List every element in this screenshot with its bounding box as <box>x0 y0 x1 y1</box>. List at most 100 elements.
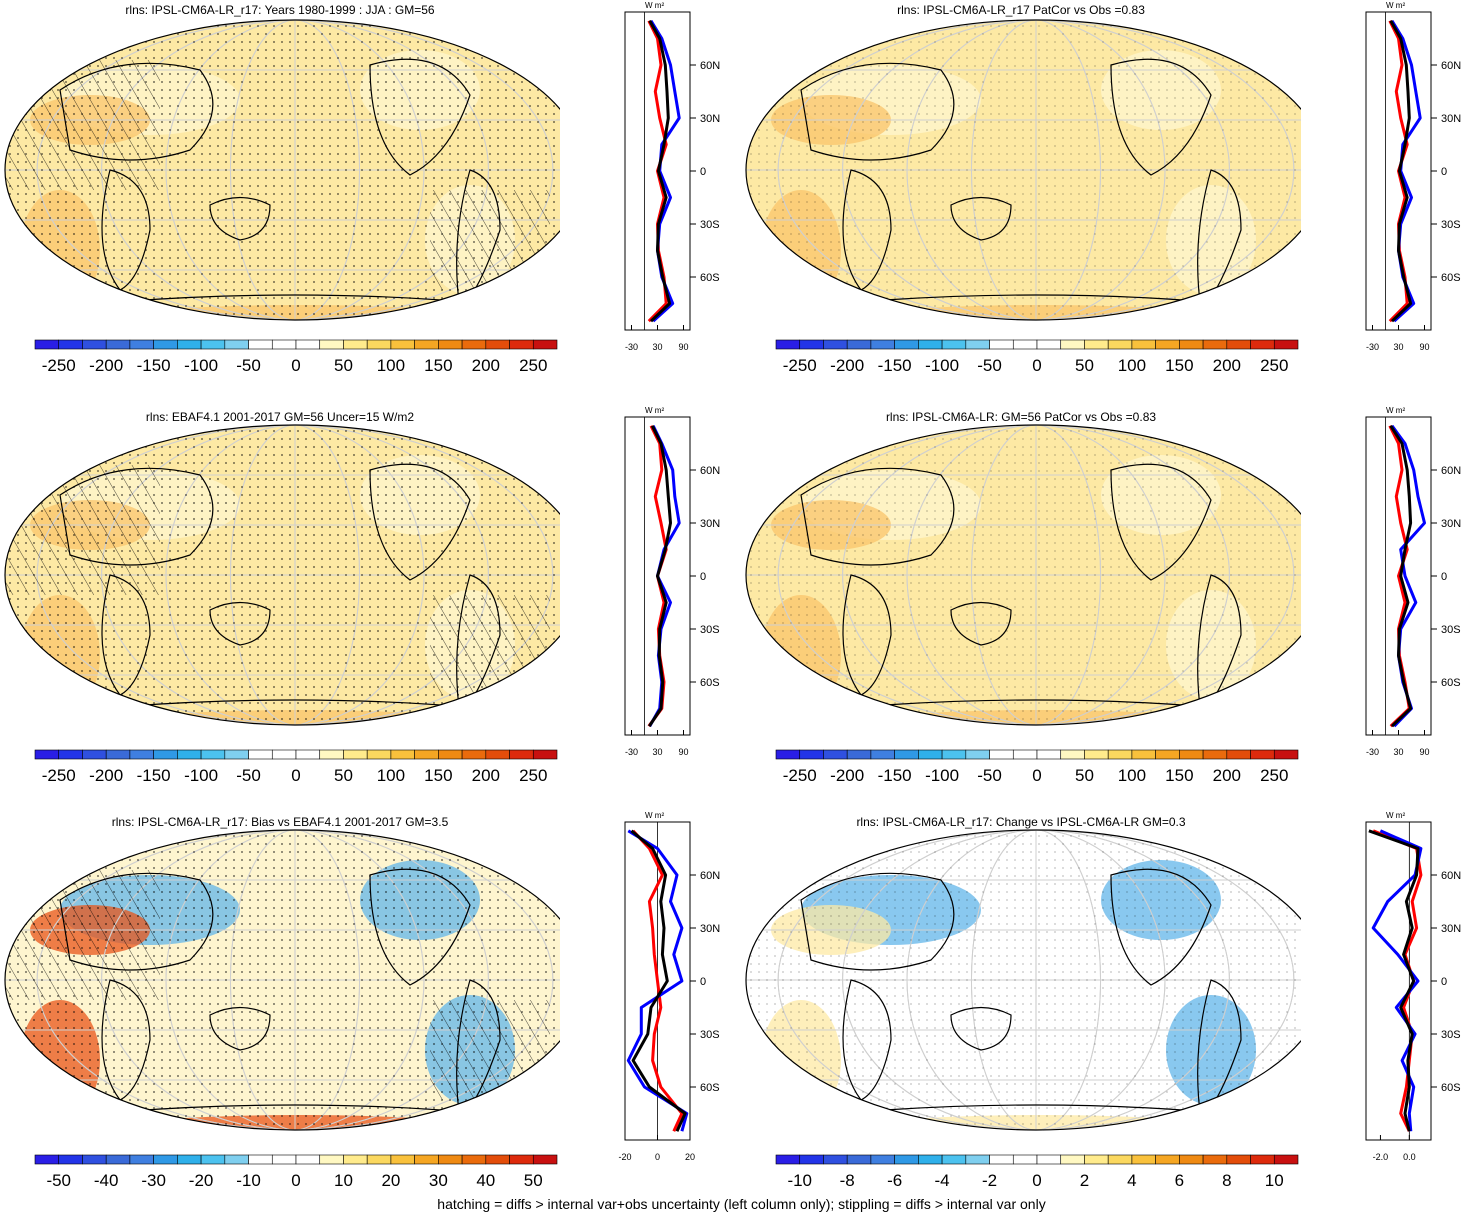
colorbar-label: -2 <box>982 1171 997 1190</box>
colorbar-label: 150 <box>424 766 452 785</box>
colorbar-swatch <box>295 339 321 350</box>
colorbar-swatch <box>1036 749 1062 760</box>
x-tick-label: 20 <box>685 1152 695 1160</box>
colorbar-swatch <box>414 749 439 760</box>
colorbar-label: 150 <box>1165 766 1193 785</box>
colorbar-swatch <box>200 339 226 350</box>
colorbar-label: -6 <box>887 1171 902 1190</box>
colorbar-label: -150 <box>137 766 171 785</box>
colorbar-swatch <box>941 339 967 350</box>
colorbar-label: -30 <box>141 1171 166 1190</box>
panel-model-climatology: rlns: IPSL-CM6A-LR_r17: Years 1980-1999 … <box>0 0 741 405</box>
colorbar-swatch <box>1107 1154 1133 1165</box>
colorbar-label: -50 <box>236 356 261 375</box>
coastline <box>59 872 214 971</box>
colorbar-swatch <box>1202 1154 1228 1165</box>
colorbar-swatch <box>177 1154 202 1165</box>
colorbar-swatch <box>224 749 249 760</box>
lat-tick-label: 30N <box>1441 518 1461 530</box>
colorbar-swatch <box>1273 749 1299 760</box>
colorbar-swatch <box>485 749 510 760</box>
colorbar-swatch <box>1131 1154 1156 1165</box>
colorbar-label: 250 <box>1260 766 1288 785</box>
lat-tick-label: 30S <box>700 1029 720 1041</box>
colorbar-swatch <box>918 1154 943 1165</box>
colorbar-label: -250 <box>783 356 817 375</box>
colorbar-label: 50 <box>334 766 353 785</box>
footer-note: hatching = diffs > internal var+obs unce… <box>437 1196 1046 1212</box>
lat-tick-label: 0 <box>700 976 706 988</box>
colorbar-swatch <box>485 1154 510 1165</box>
zonal-mean-profile: W m² 60N 30N 0 30S 60S -30 30 90 <box>624 1 720 350</box>
colorbar-swatch <box>894 749 919 760</box>
colorbar-swatch <box>1179 1154 1204 1165</box>
lat-tick-label: 30S <box>1441 624 1461 636</box>
colorbar-swatch <box>105 1154 131 1165</box>
colorbar-swatch <box>1012 339 1038 350</box>
colorbar-label: -150 <box>878 356 912 375</box>
colorbar-swatch <box>271 1154 297 1165</box>
colorbar-swatch <box>1060 1154 1085 1165</box>
x-tick-label: 90 <box>1419 342 1429 350</box>
profile-unit: W m² <box>1386 406 1405 415</box>
map-border <box>4 829 560 1131</box>
colorbar-label: 50 <box>334 356 353 375</box>
colorbar-swatch <box>390 339 415 350</box>
colorbar-swatch <box>200 1154 226 1165</box>
colorbar-swatch <box>461 339 487 350</box>
stippling <box>746 830 1301 1130</box>
coastline <box>59 467 214 566</box>
colorbar-label: -100 <box>925 766 959 785</box>
profile-unit: W m² <box>645 406 664 415</box>
colorbar-swatch <box>1131 339 1156 350</box>
colorbar-label: 0 <box>1032 766 1041 785</box>
colorbar-swatch <box>461 749 487 760</box>
colorbar-swatch <box>509 1154 534 1165</box>
coastline <box>101 574 151 696</box>
colorbar-swatch <box>1012 749 1038 760</box>
colorbar-swatch <box>1250 1154 1275 1165</box>
lat-tick-label: 30N <box>700 923 720 935</box>
colorbar-swatch <box>34 339 60 350</box>
colorbar-swatch <box>823 749 848 760</box>
colorbar-swatch <box>224 1154 249 1165</box>
x-tick-label: 90 <box>1419 747 1429 755</box>
colorbar-swatch <box>965 749 990 760</box>
x-tick-label: -20 <box>618 1152 631 1160</box>
lat-tick-label: 30N <box>700 113 720 125</box>
colorbar-swatch <box>941 1154 967 1165</box>
colorbar-label: -10 <box>236 1171 261 1190</box>
colorbar-swatch <box>58 339 83 350</box>
colorbar-swatch <box>509 339 534 350</box>
panel-title: rlns: IPSL-CM6A-LR_r17 PatCor vs Obs =0.… <box>897 3 1145 17</box>
lat-tick-label: 0 <box>1441 166 1447 178</box>
stippling <box>746 20 1301 320</box>
colorbar-swatch <box>1107 749 1133 760</box>
colorbar-swatch <box>153 749 178 760</box>
colorbar-swatch <box>343 339 368 350</box>
colorbar-swatch <box>775 1154 801 1165</box>
colorbar-label: 250 <box>519 766 547 785</box>
coastline <box>369 868 471 986</box>
colorbar-swatch <box>1155 749 1180 760</box>
panel-bias: rlns: IPSL-CM6A-LR_r17: Bias vs EBAF4.1 … <box>0 810 741 1215</box>
colorbar-swatch <box>532 749 558 760</box>
x-tick-label: -30 <box>625 342 638 350</box>
series-line-black <box>1368 829 1420 1132</box>
map-border <box>745 829 1301 1131</box>
x-tick-label: 30 <box>652 342 662 350</box>
series-line-black <box>1389 20 1413 323</box>
series-line-black <box>1389 424 1413 728</box>
colorbar-swatch <box>965 339 990 350</box>
colorbar-swatch <box>1179 749 1204 760</box>
colorbar-swatch <box>532 339 558 350</box>
lat-tick-label: 0 <box>700 571 706 583</box>
colorbar-swatch <box>823 339 848 350</box>
colorbar-label: -150 <box>878 766 912 785</box>
lat-tick-label: 60N <box>1441 60 1461 72</box>
colorbar-label: 0 <box>291 766 300 785</box>
colorbar-swatch <box>485 339 510 350</box>
colorbar-swatch <box>870 1154 895 1165</box>
colorbar-swatch <box>532 1154 558 1165</box>
colorbar-swatch <box>509 749 534 760</box>
